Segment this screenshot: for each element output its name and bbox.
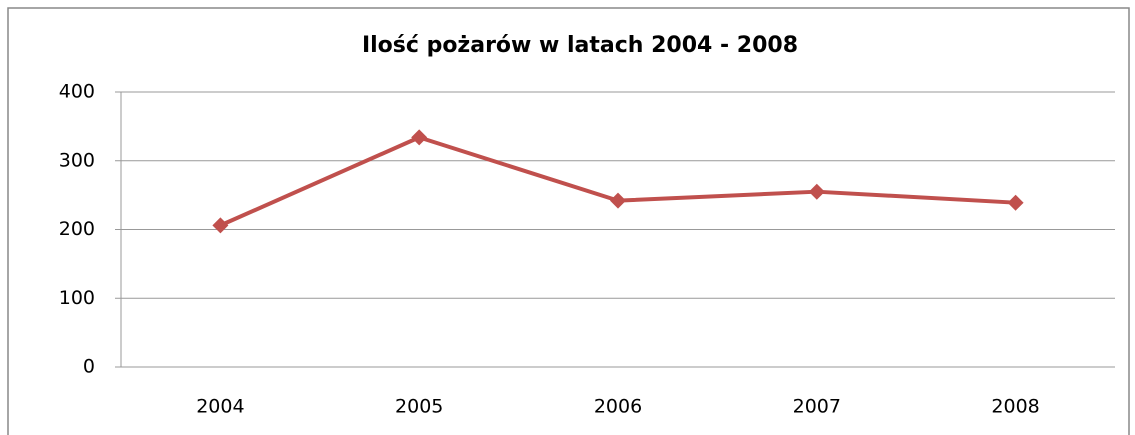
data-point (610, 192, 626, 209)
x-tick-label: 2007 (793, 396, 841, 418)
y-tick-label: 300 (59, 149, 95, 171)
data-point (212, 217, 229, 234)
chart-title: Ilość pożarów w latach 2004 - 2008 (362, 33, 798, 58)
y-tick-label: 0 (83, 356, 95, 378)
y-tick-label: 200 (59, 218, 95, 240)
x-tick-label: 2004 (196, 396, 244, 418)
data-point (411, 129, 428, 146)
x-tick-label: 2005 (395, 396, 443, 418)
x-tick-label: 2008 (991, 396, 1039, 418)
data-point (808, 183, 825, 200)
chart-frame (7, 7, 1130, 435)
y-tick-label: 400 (59, 81, 95, 103)
data-point (1007, 194, 1024, 211)
y-tick-label: 100 (59, 287, 95, 309)
x-tick-label: 2006 (594, 396, 642, 418)
